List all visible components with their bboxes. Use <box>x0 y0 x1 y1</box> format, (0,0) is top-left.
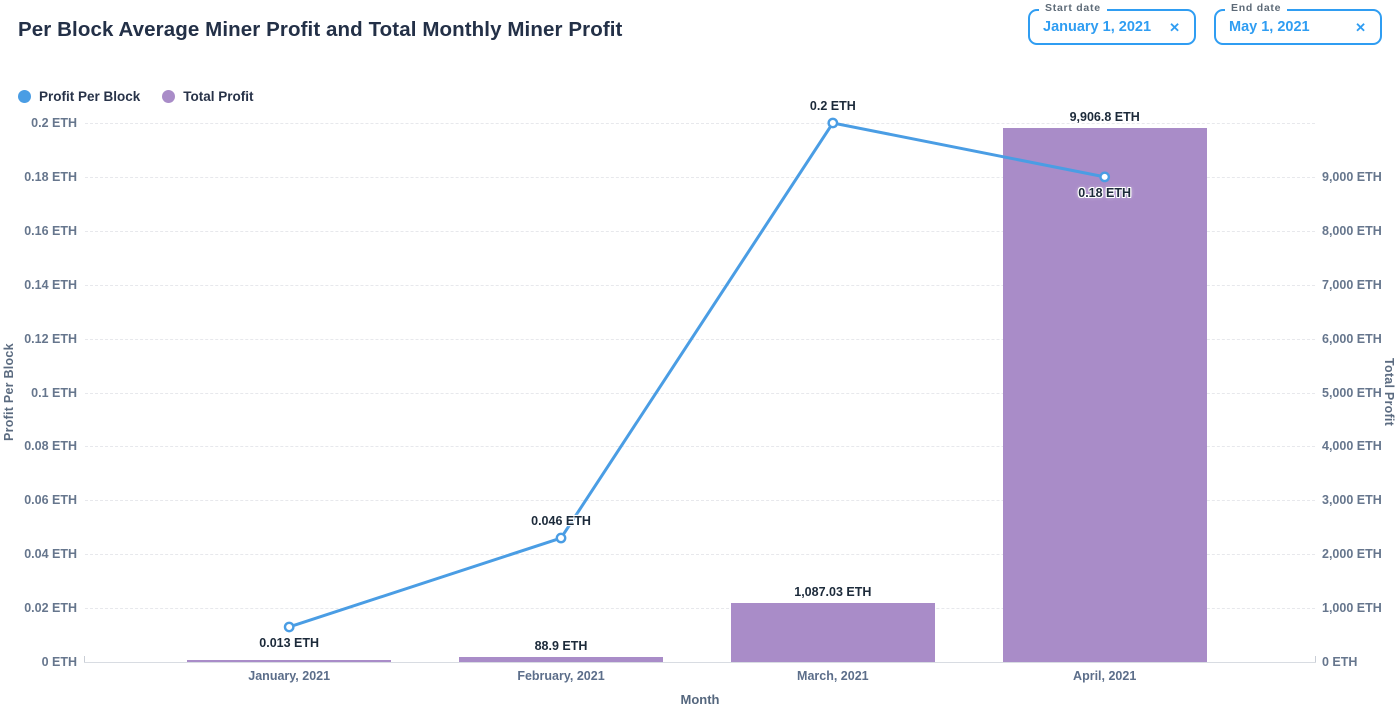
left-axis-tick-label: 0.04 ETH <box>24 547 77 562</box>
total-profit-swatch-icon <box>162 90 176 103</box>
left-axis-tick-label: 0.1 ETH <box>31 385 77 400</box>
line-value-label: 0.046 ETH <box>531 514 591 529</box>
start-date-input[interactable]: Start date January 1, 2021 ✕ <box>1028 3 1196 45</box>
right-axis-title: Total Profit <box>1382 358 1396 427</box>
x-axis-tick-label: March, 2021 <box>797 669 869 683</box>
x-axis-line <box>84 662 1316 663</box>
left-axis-tick-label: 0.14 ETH <box>24 277 77 292</box>
right-axis-tick-label: 9,000 ETH <box>1322 169 1382 184</box>
right-axis-tick-label: 2,000 ETH <box>1322 547 1382 562</box>
left-axis-tick-label: 0.2 ETH <box>31 116 77 130</box>
line-point-marker[interactable] <box>555 532 567 544</box>
right-axis-tick-label: 1,000 ETH <box>1322 601 1382 616</box>
legend-item-total-profit[interactable]: Total Profit <box>162 89 254 104</box>
bar-value-label: 88.9 ETH <box>534 639 588 653</box>
left-axis-tick-label: 0.02 ETH <box>24 601 77 616</box>
bar-total-profit[interactable] <box>730 603 935 662</box>
gridline <box>85 392 1315 394</box>
gridline <box>85 176 1315 178</box>
bar-total-profit[interactable] <box>458 657 664 662</box>
left-axis-tick-label: 0.06 ETH <box>24 493 77 508</box>
bar-total-profit[interactable] <box>187 660 392 662</box>
line-value-label: 0.2 ETH <box>809 99 856 113</box>
right-axis-tick-label: 6,000 ETH <box>1322 331 1382 346</box>
legend-label: Total Profit <box>183 89 254 104</box>
left-axis-tick-label: 0.18 ETH <box>24 169 77 184</box>
gridline <box>85 608 1315 610</box>
left-axis-tick-label: 0.12 ETH <box>24 331 77 346</box>
x-axis-tick-label: January, 2021 <box>248 669 331 683</box>
right-axis-tick-label: 3,000 ETH <box>1322 493 1382 508</box>
gridline <box>85 554 1315 556</box>
gridline <box>85 338 1315 340</box>
x-axis-tick-label: April, 2021 <box>1073 669 1137 683</box>
right-axis-tick-label: 4,000 ETH <box>1322 439 1382 454</box>
right-axis-tick-label: 5,000 ETH <box>1322 385 1382 400</box>
x-axis-endcap <box>84 656 85 662</box>
end-date-clear-icon[interactable]: ✕ <box>1355 19 1366 35</box>
legend-item-profit-per-block[interactable]: Profit Per Block <box>18 89 140 104</box>
bar-value-label: 9,906.8 ETH <box>1069 110 1140 124</box>
line-path <box>287 121 1107 629</box>
line-value-label: 0.18 ETH <box>1078 185 1132 200</box>
profit-per-block-line <box>283 117 1111 633</box>
line-value-label: 0.013 ETH <box>259 635 320 650</box>
right-axis-tick-label: 7,000 ETH <box>1322 277 1382 292</box>
x-axis-tick-label: February, 2021 <box>517 669 605 683</box>
left-axis-tick-label: 0.16 ETH <box>24 223 77 238</box>
x-axis-endcap <box>1315 656 1316 662</box>
left-axis-tick-label: 0.08 ETH <box>24 439 77 454</box>
profit-per-block-swatch-icon <box>18 90 31 103</box>
gridline <box>85 446 1315 448</box>
start-date-label: Start date <box>1039 3 1107 14</box>
start-date-value[interactable]: January 1, 2021 <box>1043 19 1152 35</box>
left-axis-tick-label: 0 ETH <box>41 655 77 669</box>
right-axis-tick-label: 8,000 ETH <box>1322 223 1382 238</box>
line-point-marker[interactable] <box>283 621 295 633</box>
bar-value-label: 1,087.03 ETH <box>794 585 872 599</box>
page-title: Per Block Average Miner Profit and Total… <box>18 18 623 41</box>
end-date-label: End date <box>1225 3 1288 14</box>
line-point-marker[interactable] <box>1099 171 1111 183</box>
gridline <box>85 123 1315 124</box>
start-date-clear-icon[interactable]: ✕ <box>1169 19 1180 35</box>
line-point-marker[interactable] <box>827 117 839 129</box>
right-axis-tick-label: 0 ETH <box>1322 655 1358 669</box>
gridline <box>85 230 1315 232</box>
gridline <box>85 284 1315 286</box>
gridline <box>85 500 1315 502</box>
bar-total-profit[interactable] <box>1002 128 1207 662</box>
date-filters: Start date January 1, 2021 ✕ End date Ma… <box>1028 3 1382 45</box>
chart-legend: Profit Per Block Total Profit <box>18 89 254 104</box>
x-axis-title: Month <box>680 692 720 707</box>
legend-label: Profit Per Block <box>39 89 141 104</box>
end-date-value[interactable]: May 1, 2021 <box>1229 19 1310 35</box>
end-date-input[interactable]: End date May 1, 2021 ✕ <box>1214 3 1382 45</box>
